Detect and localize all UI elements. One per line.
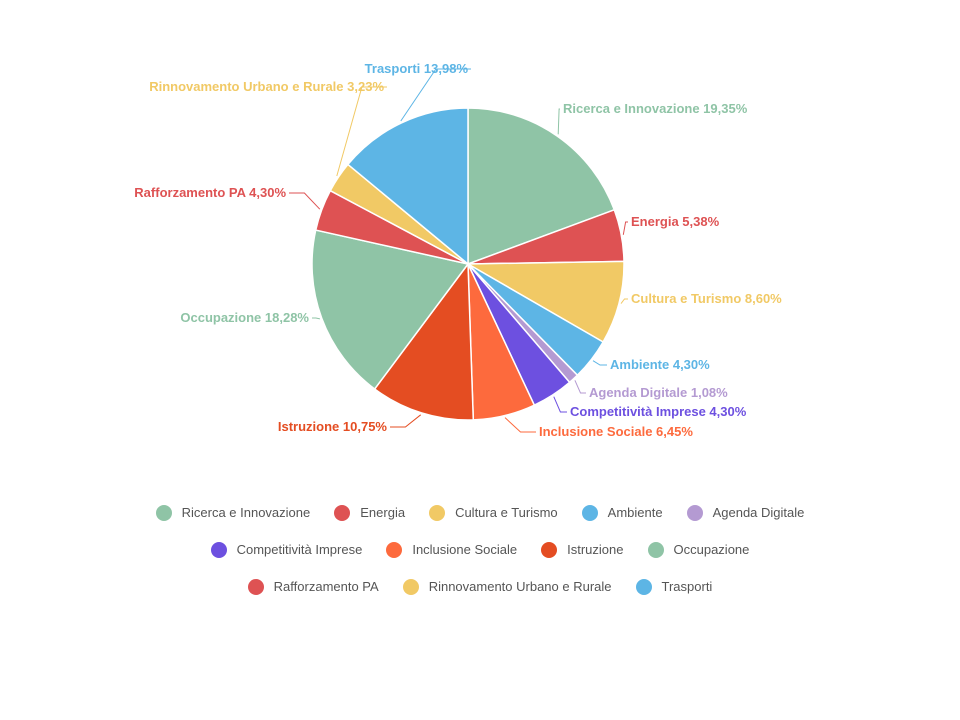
legend-item-ambiente[interactable]: Ambiente <box>581 504 663 521</box>
legend-marker <box>210 541 227 558</box>
pie-slice-trasporti[interactable] <box>346 107 469 266</box>
legend-marker <box>686 504 703 521</box>
legend-item-cultura-e-turismo[interactable]: Cultura e Turismo <box>429 504 558 521</box>
callout-line-istruzione <box>390 414 422 428</box>
callout-line-rinnovamento-urbano-e-rurale <box>336 86 387 177</box>
legend-item-competitivita-imprese[interactable]: Competitività Imprese <box>210 541 363 558</box>
callout-line-cultura-e-turismo <box>620 298 628 304</box>
pie-slice-ricerca-e-innovazione[interactable] <box>467 107 616 266</box>
data-label-cultura-e-turismo: Cultura e Turismo 8,60% <box>631 291 782 306</box>
data-label-inclusione-sociale: Inclusione Sociale 6,45% <box>539 424 693 439</box>
legend-item-occupazione[interactable]: Occupazione <box>647 541 750 558</box>
data-label-ricerca-e-innovazione: Ricerca e Innovazione 19,35% <box>563 101 748 116</box>
legend-marker <box>402 578 419 595</box>
legend-row: Competitività Imprese Inclusione Sociale… <box>0 531 960 568</box>
legend-marker <box>541 541 558 558</box>
legend-marker <box>429 504 446 521</box>
data-label-trasporti: Trasporti 13,98% <box>365 61 469 76</box>
legend-marker <box>247 578 264 595</box>
legend-marker <box>334 504 351 521</box>
callout-line-rafforzamento-pa <box>289 192 321 210</box>
legend-label: Cultura e Turismo <box>455 505 558 520</box>
legend-label: Inclusione Sociale <box>412 542 518 557</box>
data-label-rinnovamento-urbano-e-rurale: Rinnovamento Urbano e Rurale 3,23% <box>149 79 384 94</box>
legend-label: Trasporti <box>661 579 713 594</box>
legend-item-inclusione-sociale[interactable]: Inclusione Sociale <box>386 541 518 558</box>
callout-line-ricerca-e-innovazione <box>557 108 560 135</box>
callout-line-trasporti <box>400 68 471 122</box>
legend-label: Competitività Imprese <box>236 542 363 557</box>
legend-label: Occupazione <box>673 542 750 557</box>
legend-item-istruzione[interactable]: Istruzione <box>541 541 624 558</box>
callout-line-agenda-digitale <box>574 380 586 394</box>
data-label-istruzione: Istruzione 10,75% <box>278 419 388 434</box>
callout-line-competitivita-imprese <box>553 396 567 413</box>
legend-item-trasporti[interactable]: Trasporti <box>635 578 713 595</box>
data-label-rafforzamento-pa: Rafforzamento PA 4,30% <box>134 185 286 200</box>
pie-slice-istruzione[interactable] <box>373 261 475 421</box>
legend-item-rinnovamento-urbano-e-rurale[interactable]: Rinnovamento Urbano e Rurale <box>402 578 612 595</box>
pie-callouts: Ricerca e Innovazione 19,35% Energia 5,38… <box>134 61 782 439</box>
legend-label: Rafforzamento PA <box>273 579 379 594</box>
legend-label: Energia <box>360 505 406 520</box>
legend-label: Agenda Digitale <box>712 505 805 520</box>
callout-line-inclusione-sociale <box>504 417 536 433</box>
pie-slice-occupazione[interactable] <box>311 229 470 391</box>
legend-item-energia[interactable]: Energia <box>334 504 406 521</box>
pie-slice-cultura-e-turismo[interactable] <box>465 260 625 343</box>
legend-marker <box>635 578 652 595</box>
data-label-ambiente: Ambiente 4,30% <box>610 357 710 372</box>
legend-item-ricerca-e-innovazione[interactable]: Ricerca e Innovazione <box>155 504 311 521</box>
legend-row: Rafforzamento PA Rinnovamento Urbano e R… <box>0 568 960 605</box>
legend-label: Istruzione <box>567 542 624 557</box>
legend-marker <box>647 541 664 558</box>
legend-label: Rinnovamento Urbano e Rurale <box>428 579 612 594</box>
legend-label: Ambiente <box>607 505 663 520</box>
pie-slices <box>311 107 625 421</box>
legend: Ricerca e Innovazione Energia Cultura e … <box>0 494 960 605</box>
callout-line-ambiente <box>592 360 607 366</box>
legend-marker <box>581 504 598 521</box>
legend-item-agenda-digitale[interactable]: Agenda Digitale <box>686 504 805 521</box>
legend-row: Ricerca e Innovazione Energia Cultura e … <box>0 494 960 531</box>
data-label-occupazione: Occupazione 18,28% <box>180 310 309 325</box>
data-label-energia: Energia 5,38% <box>631 214 720 229</box>
data-label-competitivita-imprese: Competitività Imprese 4,30% <box>570 404 747 419</box>
legend-item-rafforzamento-pa[interactable]: Rafforzamento PA <box>247 578 379 595</box>
pie-chart: Ricerca e Innovazione 19,35% Energia 5,38… <box>134 61 782 439</box>
legend-marker <box>386 541 403 558</box>
legend-label: Ricerca e Innovazione <box>181 505 311 520</box>
data-label-agenda-digitale: Agenda Digitale 1,08% <box>589 385 728 400</box>
callout-line-occupazione <box>312 317 321 320</box>
legend-marker <box>155 504 172 521</box>
callout-line-energia <box>622 221 628 235</box>
